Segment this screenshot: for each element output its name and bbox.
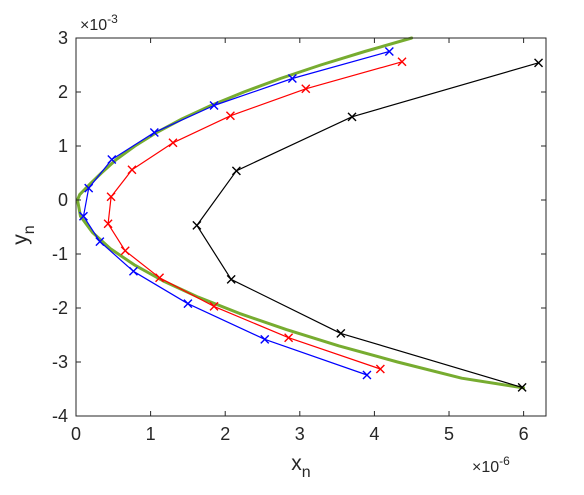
x-tick-label: 3 bbox=[295, 424, 305, 444]
series-2-marker-3 bbox=[168, 138, 178, 148]
x-tick-label: 4 bbox=[369, 424, 379, 444]
y-tick-label: -3 bbox=[52, 352, 68, 372]
x-exponent-label: ×10-6 bbox=[472, 454, 510, 476]
x-tick-label: 6 bbox=[519, 424, 529, 444]
series-2-marker-8 bbox=[155, 273, 165, 283]
series-3-marker-0 bbox=[534, 58, 544, 68]
series-1-marker-0 bbox=[384, 47, 394, 56]
y-tick-label: 1 bbox=[58, 136, 68, 156]
series-1-marker-8 bbox=[128, 266, 138, 276]
y-exponent-label: ×10-3 bbox=[80, 12, 118, 34]
y-tick-label: -4 bbox=[52, 406, 68, 426]
series-3-marker-6 bbox=[517, 382, 527, 392]
axes-box bbox=[75, 37, 547, 417]
series-0-line bbox=[76, 36, 526, 390]
series-2-marker-9 bbox=[209, 301, 219, 311]
x-tick-label: 1 bbox=[146, 424, 156, 444]
x-tick-label: 0 bbox=[71, 424, 81, 444]
series-2 bbox=[103, 57, 407, 374]
series-2-marker-7 bbox=[120, 246, 130, 256]
y-tick-label: 0 bbox=[58, 190, 68, 210]
series-2-marker-0 bbox=[397, 57, 407, 67]
series-1-marker-1 bbox=[287, 74, 297, 83]
y-tick-label: 3 bbox=[58, 28, 68, 48]
series-2-marker-10 bbox=[284, 333, 294, 343]
y-axis-label: yn bbox=[9, 225, 38, 244]
series-1-marker-3 bbox=[149, 128, 159, 137]
series-1-marker-7 bbox=[95, 237, 105, 247]
series-1-marker-2 bbox=[209, 101, 219, 110]
axes-layer: 0 1 2 3 4 5 6 -4 -3 -2 -1 0 1 2 3 bbox=[52, 28, 547, 444]
y-tick-label: 2 bbox=[58, 82, 68, 102]
series-1 bbox=[78, 47, 394, 380]
series-1-marker-11 bbox=[362, 370, 372, 380]
series-2-marker-11 bbox=[375, 364, 385, 374]
series-3 bbox=[192, 58, 544, 392]
x-tick-label: 5 bbox=[444, 424, 454, 444]
series-3-marker-4 bbox=[226, 274, 236, 284]
series-3-marker-1 bbox=[347, 112, 357, 122]
series-2-marker-4 bbox=[127, 165, 137, 175]
plot-area bbox=[76, 38, 546, 416]
series-0 bbox=[76, 36, 526, 390]
series-2-line bbox=[107, 61, 403, 370]
series-1-marker-9 bbox=[183, 299, 193, 309]
series-2-marker-2 bbox=[225, 111, 235, 121]
series-1-line bbox=[82, 50, 390, 376]
series-1-marker-4 bbox=[107, 155, 117, 164]
series-layer bbox=[76, 36, 544, 392]
y-tick-label: -2 bbox=[52, 298, 68, 318]
series-1-marker-6 bbox=[78, 211, 88, 221]
series-3-marker-3 bbox=[192, 220, 202, 230]
series-3-marker-5 bbox=[336, 328, 346, 338]
series-2-marker-6 bbox=[103, 219, 113, 229]
series-1-marker-10 bbox=[260, 334, 270, 344]
x-tick-label: 2 bbox=[220, 424, 230, 444]
series-2-marker-1 bbox=[301, 84, 311, 94]
x-axis-label: xn bbox=[291, 452, 310, 481]
series-2-marker-5 bbox=[106, 192, 116, 202]
series-3-marker-2 bbox=[231, 166, 241, 176]
series-1-marker-5 bbox=[84, 183, 94, 193]
y-tick-label: -1 bbox=[52, 244, 68, 264]
